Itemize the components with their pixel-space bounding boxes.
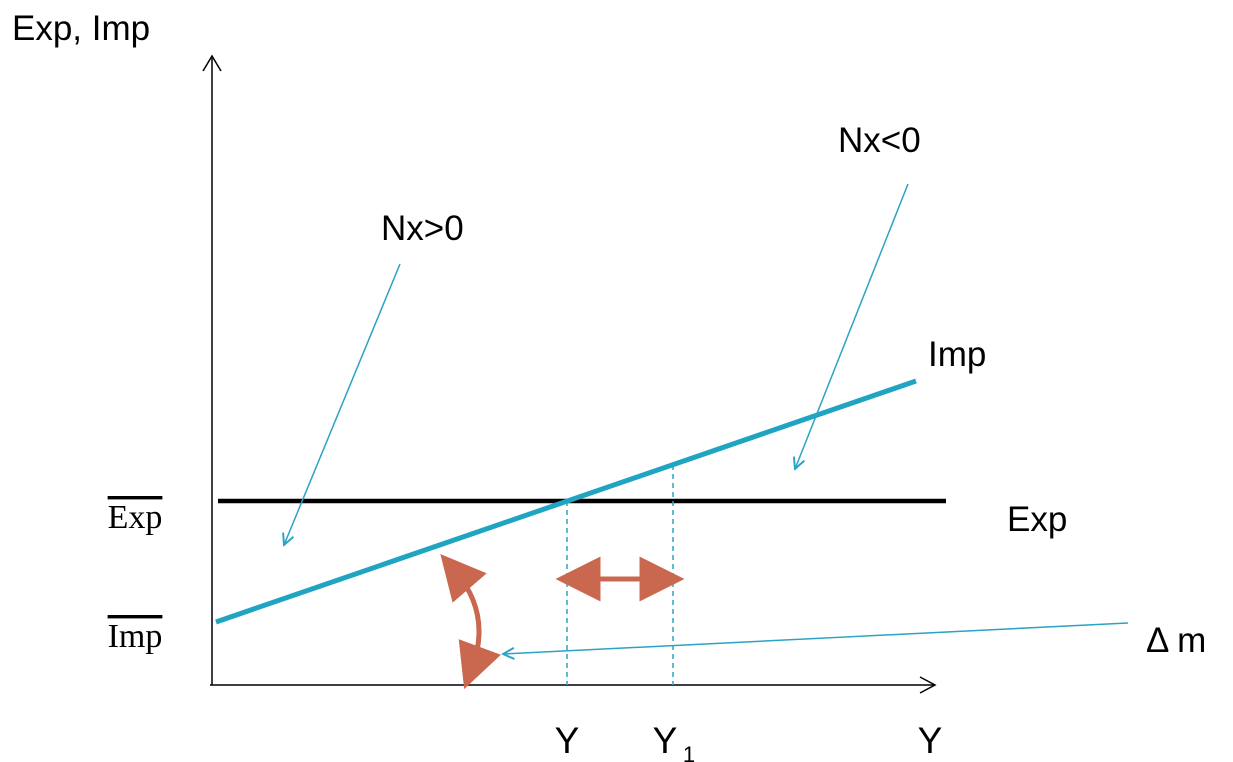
delta-m-arrow [503,622,1129,654]
imp-line [215,378,917,625]
x-axis-title: Y [918,720,943,761]
y-equilibrium-label: Y [555,720,580,761]
y-axis-arrowhead [202,54,222,72]
y1-subscript: 1 [683,742,695,762]
delta-m-label: Δ m [1146,621,1206,660]
exp-line-label: Exp [1007,500,1067,539]
nx-negative-arrow [795,183,909,469]
exp-bar-label: Exp [108,499,163,536]
x-axis-arrowhead [919,676,937,694]
imp-bar-label: Imp [108,618,163,655]
y-axis-title: Exp, Imp [12,9,150,48]
nx-positive-arrow [284,263,401,545]
nx-negative-label: Nx<0 [838,121,921,160]
nx-positive-label: Nx>0 [381,209,464,248]
imp-line-label: Imp [928,335,986,374]
slope-curved-arrow [440,553,501,690]
y1-label: Y [653,720,678,761]
